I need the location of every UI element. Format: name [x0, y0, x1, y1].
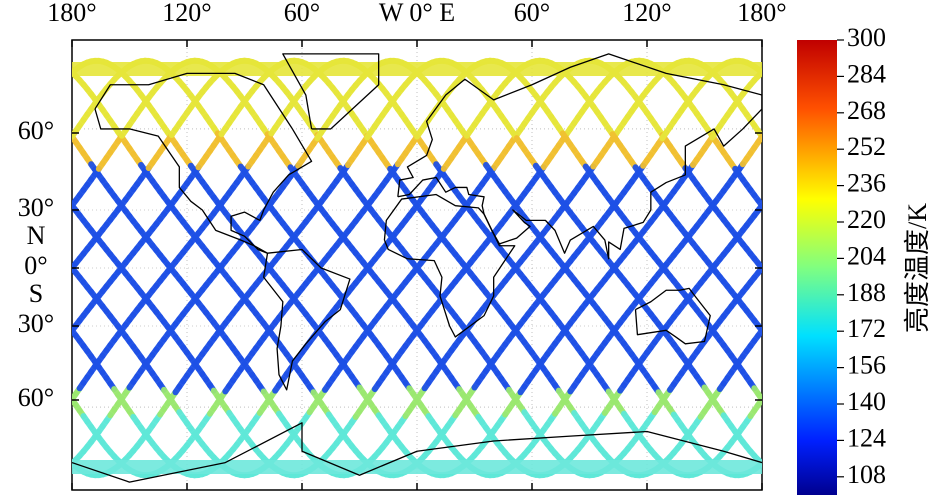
swath: [755, 390, 762, 403]
colorbar-tick-label: 108: [847, 460, 886, 489]
lat-label: 60°: [18, 383, 54, 412]
lat-label: 0°: [24, 251, 47, 280]
colorbar-tick-label: 268: [847, 96, 886, 125]
map-area: [72, 40, 762, 490]
coastline: [72, 422, 762, 483]
colorbar-tick-label: 284: [847, 59, 886, 88]
lat-label: 60°: [18, 116, 54, 145]
lat-label: N: [27, 221, 46, 250]
colorbar: [797, 40, 837, 495]
colorbar-tick-label: 188: [847, 278, 886, 307]
swath-polar: [72, 62, 762, 76]
swath: [755, 133, 762, 146]
colorbar-tick-label: 172: [847, 314, 886, 343]
colorbar-tick-label: 204: [847, 241, 886, 270]
colorbar-tick-label: 252: [847, 132, 886, 161]
colorbar-tick-label: 124: [847, 423, 886, 452]
lon-label: 120°: [622, 0, 671, 27]
coastline: [282, 53, 380, 130]
coastline: [94, 72, 313, 254]
coastline: [383, 193, 516, 338]
colorbar-tick-label: 300: [847, 23, 886, 52]
colorbar-label: 亮度温度/K: [903, 203, 932, 333]
swath: [755, 265, 762, 276]
lon-label: 180°: [737, 0, 786, 27]
lon-label: 120°: [162, 0, 211, 27]
lat-label: 30°: [18, 309, 54, 338]
coastline: [634, 287, 711, 345]
colorbar-tick-label: 156: [847, 351, 886, 380]
colorbar-tick-label: 236: [847, 169, 886, 198]
lon-label: 180°: [47, 0, 96, 27]
coastline: [397, 53, 762, 260]
colorbar-tick-label: 140: [847, 387, 886, 416]
lon-label: 60°: [514, 0, 550, 27]
swath-polar: [72, 460, 762, 474]
lon-label: 60°: [284, 0, 320, 27]
lon-label: W 0° E: [379, 0, 455, 27]
colorbar-tick-label: 220: [847, 205, 886, 234]
lat-label: 30°: [18, 193, 54, 222]
lat-label: S: [29, 279, 43, 308]
coastline: [263, 248, 351, 391]
